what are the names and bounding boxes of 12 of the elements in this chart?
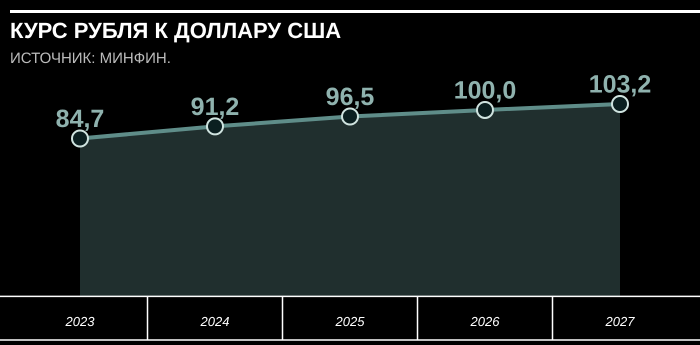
data-label: 84,7 bbox=[56, 104, 104, 133]
data-label: 100,0 bbox=[454, 76, 516, 104]
data-label: 96,5 bbox=[326, 82, 374, 111]
x-tick-label: 2024 bbox=[200, 314, 230, 329]
x-tick-label: 2023 bbox=[64, 314, 96, 329]
chart-title: КУРС РУБЛЯ К ДОЛЛАРУ США bbox=[10, 18, 342, 44]
chart-subtitle: ИСТОЧНИК: МИНФИН. bbox=[10, 50, 171, 67]
data-label: 91,2 bbox=[190, 92, 240, 121]
x-tick-label: 2025 bbox=[334, 314, 366, 329]
x-tick-label: 2027 bbox=[604, 314, 636, 329]
x-tick-label: 2026 bbox=[470, 314, 500, 329]
data-label: 103,2 bbox=[588, 70, 652, 98]
